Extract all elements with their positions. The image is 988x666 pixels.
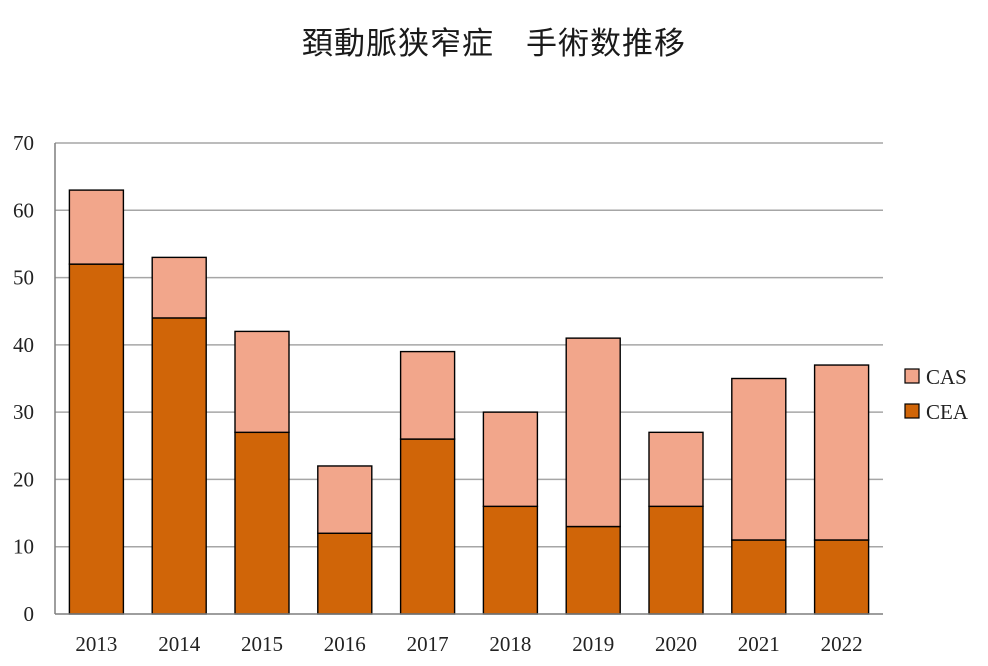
legend-swatch-cea [904,403,920,419]
y-tick-label: 30 [13,400,34,424]
x-tick-label: 2018 [489,632,531,656]
x-tick-label: 2019 [572,632,614,656]
axes [54,143,883,615]
x-tick-label: 2013 [75,632,117,656]
x-tick-label: 2014 [158,632,201,656]
y-tick-label: 60 [13,198,34,222]
bar-cas-2019 [565,337,621,528]
y-tick-label: 10 [13,535,34,559]
x-tick-label: 2021 [738,632,780,656]
bar-cas-2017 [399,350,456,440]
x-tick-label: 2016 [324,632,366,656]
legend-swatch-cas [904,368,920,384]
y-tick-label: 50 [13,266,34,290]
y-tick-label: 20 [13,467,34,491]
chart-title: 頚動脈狭窄症 手術数推移 [302,26,686,62]
legend-label-cas: CAS [926,365,967,389]
legend: CAS CEA [904,365,969,424]
bar-cas-2013 [68,189,125,265]
bar-cas-2016 [317,465,373,534]
y-tick-label: 70 [13,131,34,155]
bar-cas-2020 [648,431,704,508]
bar-cas-2014 [151,256,207,319]
legend-label-cea: CEA [926,400,969,424]
x-tick-label: 2015 [241,632,283,656]
bar-cas-2015 [234,330,290,434]
bar-cea-2017 [399,438,456,615]
bar-cea-2018 [482,505,539,615]
bar-cea-2014 [151,317,207,615]
bars [68,189,870,615]
bar-cas-2018 [482,411,539,508]
tick-labels: 0 10 20 30 40 50 60 70 2013 2014 2015 2016 2017 2018 2… [13,131,863,656]
bar-cea-2013 [68,263,125,615]
bar-cea-2019 [565,525,621,615]
x-tick-label: 2017 [407,632,449,656]
bar-cea-2021 [731,539,787,615]
x-tick-label: 2022 [821,632,863,656]
bar-cea-2015 [234,431,290,615]
bar-cas-2021 [731,377,787,541]
y-tick-label: 0 [24,602,35,626]
bar-cea-2022 [813,539,870,615]
bar-cea-2020 [648,505,704,615]
x-tick-label: 2020 [655,632,697,656]
bar-cea-2016 [317,532,373,615]
y-tick-label: 40 [13,333,34,357]
bar-cas-2022 [813,364,870,541]
